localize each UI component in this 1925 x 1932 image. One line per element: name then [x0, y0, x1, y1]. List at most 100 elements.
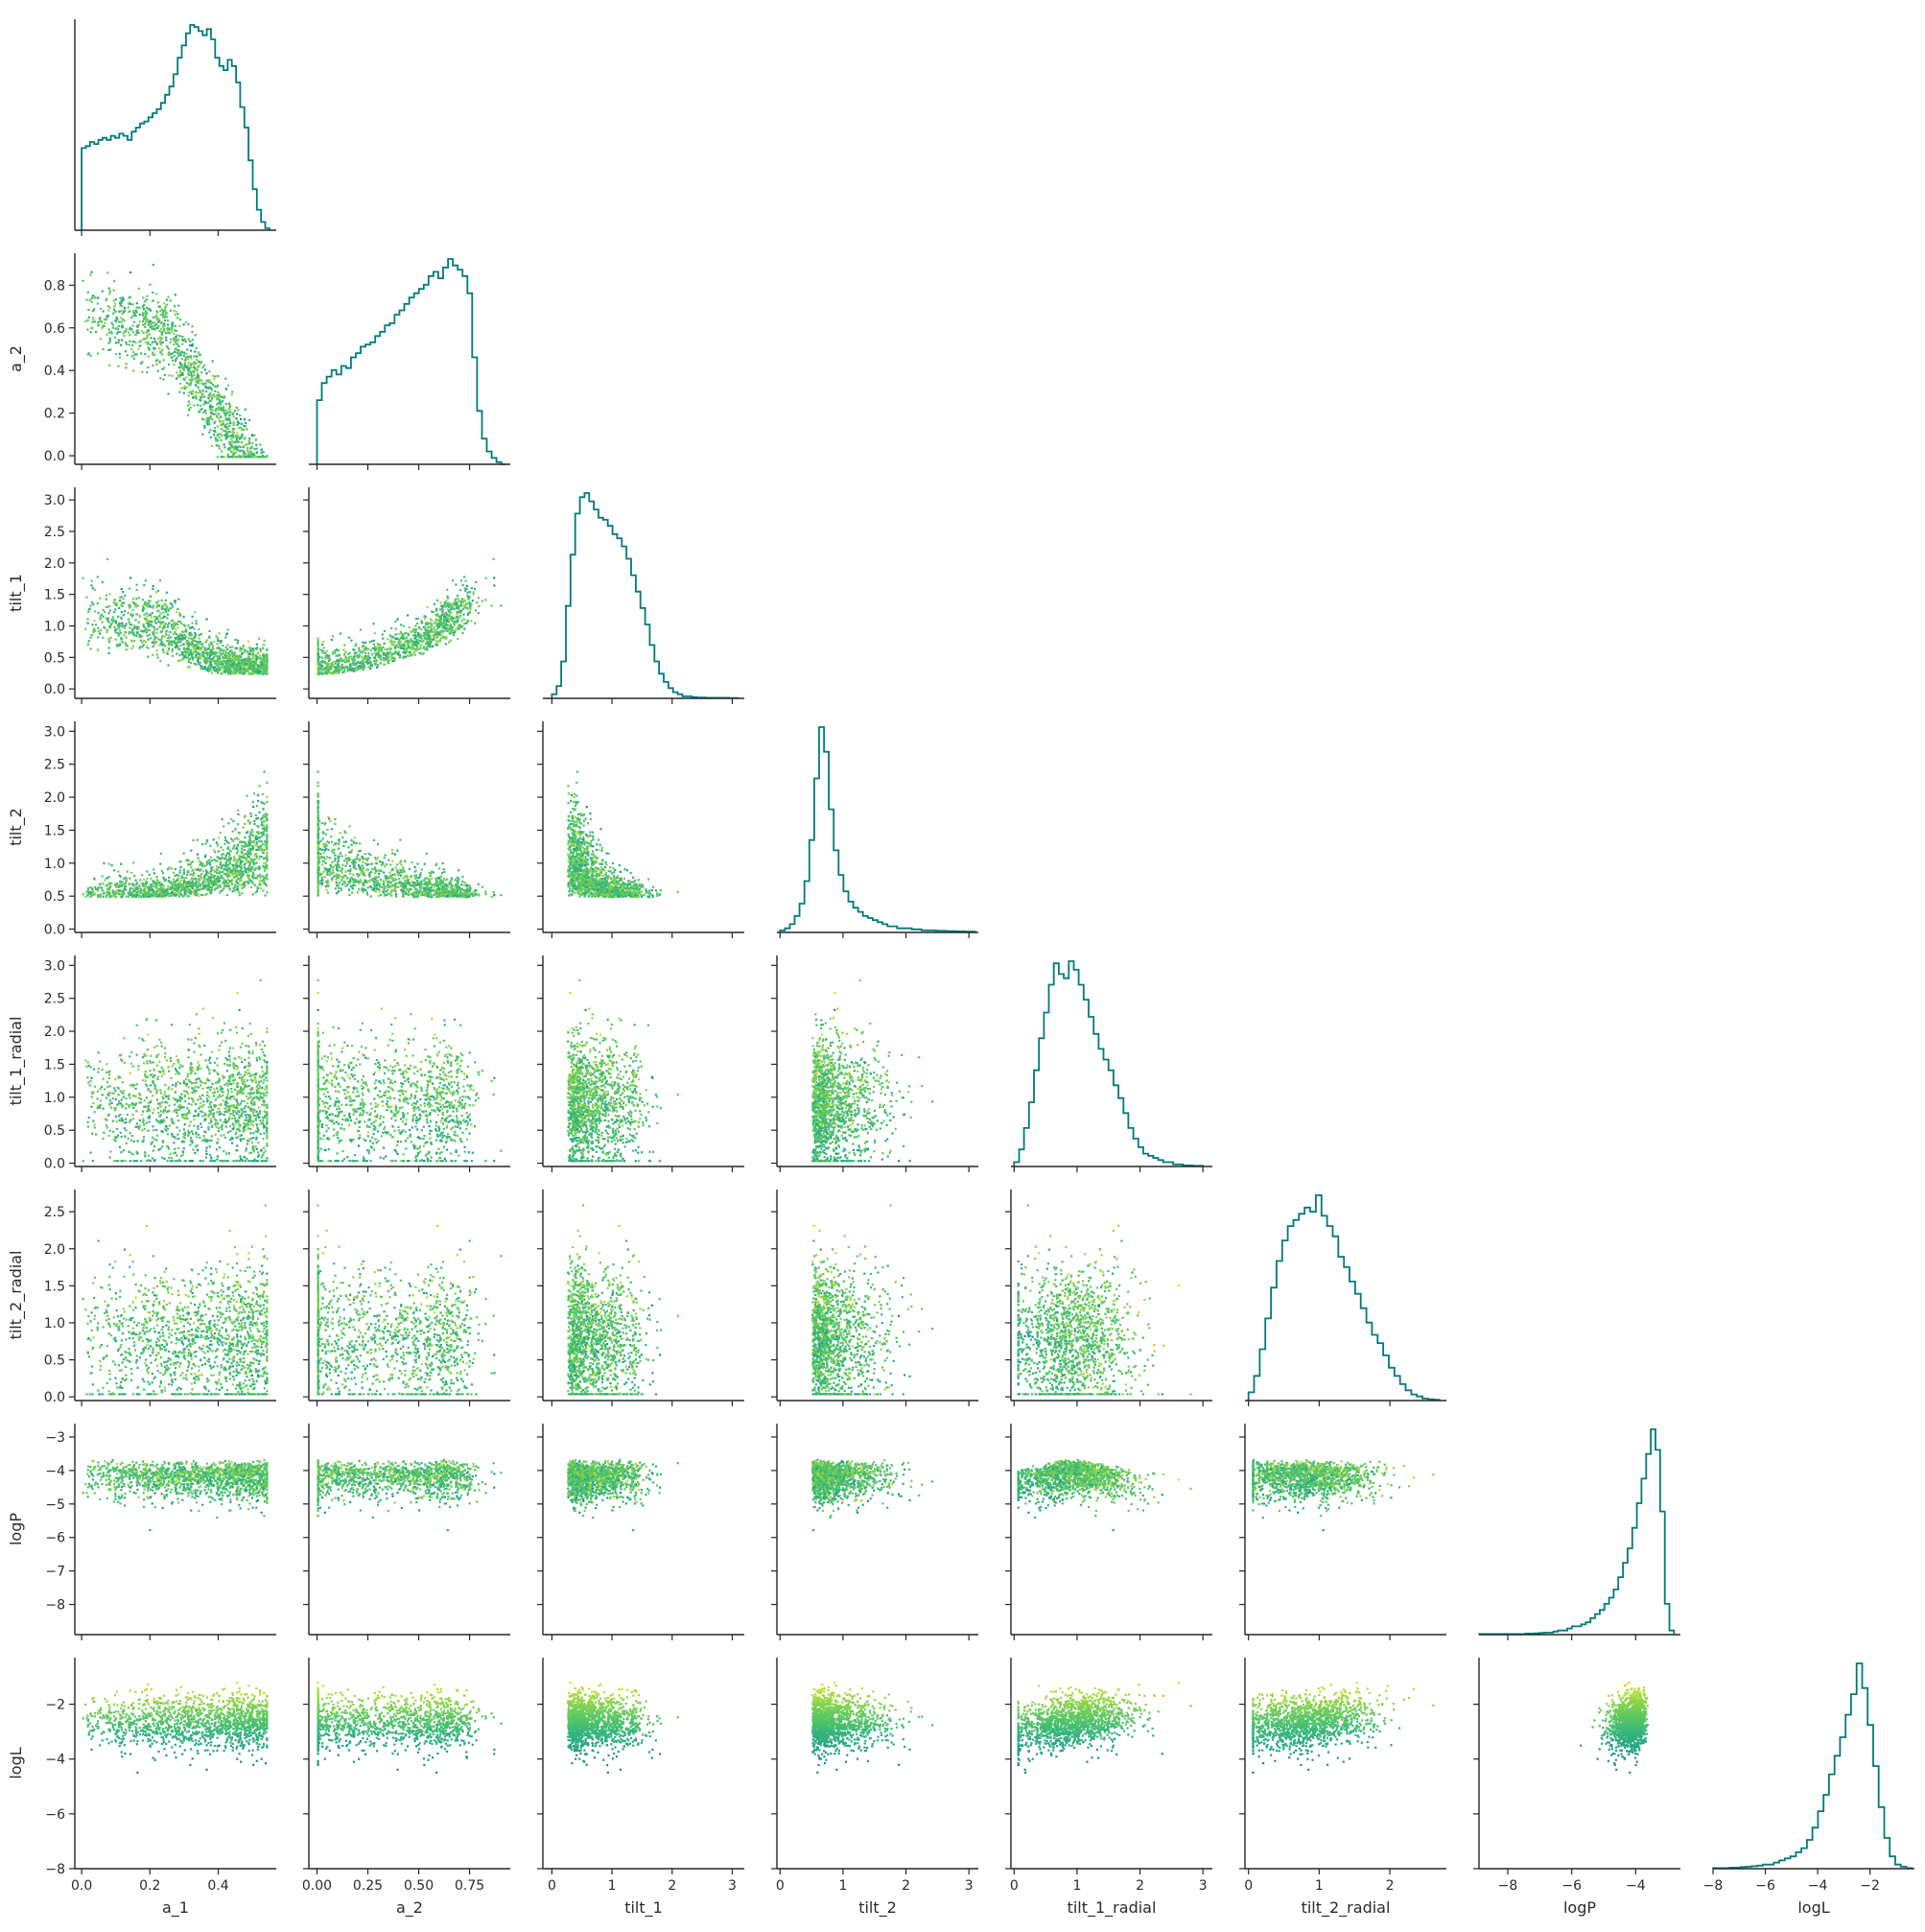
scatter-point: [162, 607, 164, 609]
scatter-point: [326, 665, 328, 667]
scatter-point: [434, 622, 436, 624]
scatter-point: [178, 391, 180, 393]
y-tick-label: 0.5: [44, 650, 65, 666]
scatter-point: [253, 435, 255, 436]
scatter-point: [241, 845, 243, 847]
scatter-point: [159, 342, 161, 343]
scatter-point: [107, 652, 109, 654]
scatter-point: [237, 435, 239, 436]
scatter-point: [377, 643, 379, 645]
scatter-point: [146, 298, 148, 300]
scatter-point: [240, 648, 242, 649]
scatter-point: [260, 648, 262, 650]
scatter-point: [141, 330, 143, 332]
scatter-point: [171, 867, 173, 869]
scatter-point: [161, 349, 163, 351]
scatter-point: [223, 397, 224, 399]
scatter-point: [439, 639, 441, 641]
scatter-point: [188, 654, 190, 656]
scatter-point: [153, 604, 154, 606]
scatter-point: [452, 606, 454, 608]
scatter-point: [359, 649, 361, 651]
scatter-point: [171, 643, 173, 645]
scatter-point: [107, 638, 109, 640]
scatter-point: [330, 671, 332, 673]
scatter-point: [228, 414, 230, 416]
scatter-point: [208, 671, 210, 672]
scatter-point: [229, 443, 231, 445]
scatter-point: [234, 884, 236, 885]
scatter-point: [146, 307, 148, 309]
panel-tilt_1-vs-a_1: 0.00.51.01.52.02.53.0: [44, 487, 276, 704]
scatter-point: [87, 618, 89, 620]
scatter-point: [317, 653, 319, 655]
y-tick-label: 0.8: [44, 278, 65, 294]
scatter-point: [155, 315, 157, 317]
scatter-point: [164, 325, 166, 327]
scatter-point: [426, 606, 428, 608]
scatter-point: [143, 332, 145, 334]
scatter-point: [184, 656, 186, 658]
scatter-point: [144, 300, 146, 302]
scatter-point: [454, 629, 456, 631]
scatter-point: [193, 374, 195, 376]
scatter-point: [147, 318, 149, 320]
scatter-point: [215, 635, 217, 637]
scatter-point: [143, 307, 145, 309]
scatter-point: [440, 634, 442, 636]
scatter-point: [211, 654, 213, 656]
scatter-point: [458, 628, 459, 630]
scatter-point: [124, 595, 126, 597]
scatter-point: [228, 853, 230, 855]
scatter-point: [116, 327, 118, 329]
scatter-point: [165, 337, 167, 339]
scatter-point: [171, 620, 173, 622]
scatter-point: [205, 412, 207, 414]
scatter-point: [115, 320, 117, 322]
scatter-point: [340, 632, 341, 634]
scatter-point: [363, 667, 364, 669]
scatter-point: [235, 456, 237, 458]
scatter-point: [97, 636, 99, 638]
scatter-point: [163, 645, 165, 647]
scatter-point: [219, 447, 221, 449]
scatter-point: [191, 378, 193, 380]
scatter-point: [378, 645, 380, 647]
scatter-point: [121, 618, 123, 620]
scatter-point: [459, 589, 461, 591]
scatter-point: [200, 380, 202, 382]
scatter-point: [181, 343, 183, 345]
scatter-point: [87, 644, 89, 646]
scatter-point: [176, 343, 178, 345]
scatter-point: [108, 612, 110, 614]
scatter-point: [115, 628, 117, 630]
scatter-point: [135, 880, 137, 882]
scatter-point: [364, 649, 365, 651]
scatter-point: [321, 644, 323, 646]
scatter-point: [356, 667, 358, 669]
scatter-point: [236, 657, 238, 659]
scatter-point: [246, 860, 247, 861]
scatter-point: [152, 654, 153, 656]
scatter-point: [130, 648, 132, 649]
scatter-point: [133, 624, 135, 626]
scatter-point: [168, 374, 170, 376]
scatter-point: [178, 612, 180, 614]
scatter-point: [118, 325, 120, 327]
scatter-point: [170, 339, 172, 341]
scatter-point: [243, 647, 245, 648]
scatter-point: [230, 818, 232, 820]
scatter-point: [119, 356, 121, 358]
scatter-point: [230, 451, 232, 453]
y-axis-label: a_2: [7, 345, 26, 372]
scatter-point: [149, 348, 151, 350]
scatter-point: [98, 612, 100, 614]
scatter-point: [160, 618, 162, 620]
scatter-point: [194, 611, 196, 613]
scatter-point: [132, 614, 134, 616]
scatter-point: [460, 601, 462, 602]
scatter-point: [214, 375, 216, 377]
scatter-point: [189, 666, 191, 668]
scatter-point: [129, 334, 130, 336]
scatter-point: [247, 860, 249, 862]
